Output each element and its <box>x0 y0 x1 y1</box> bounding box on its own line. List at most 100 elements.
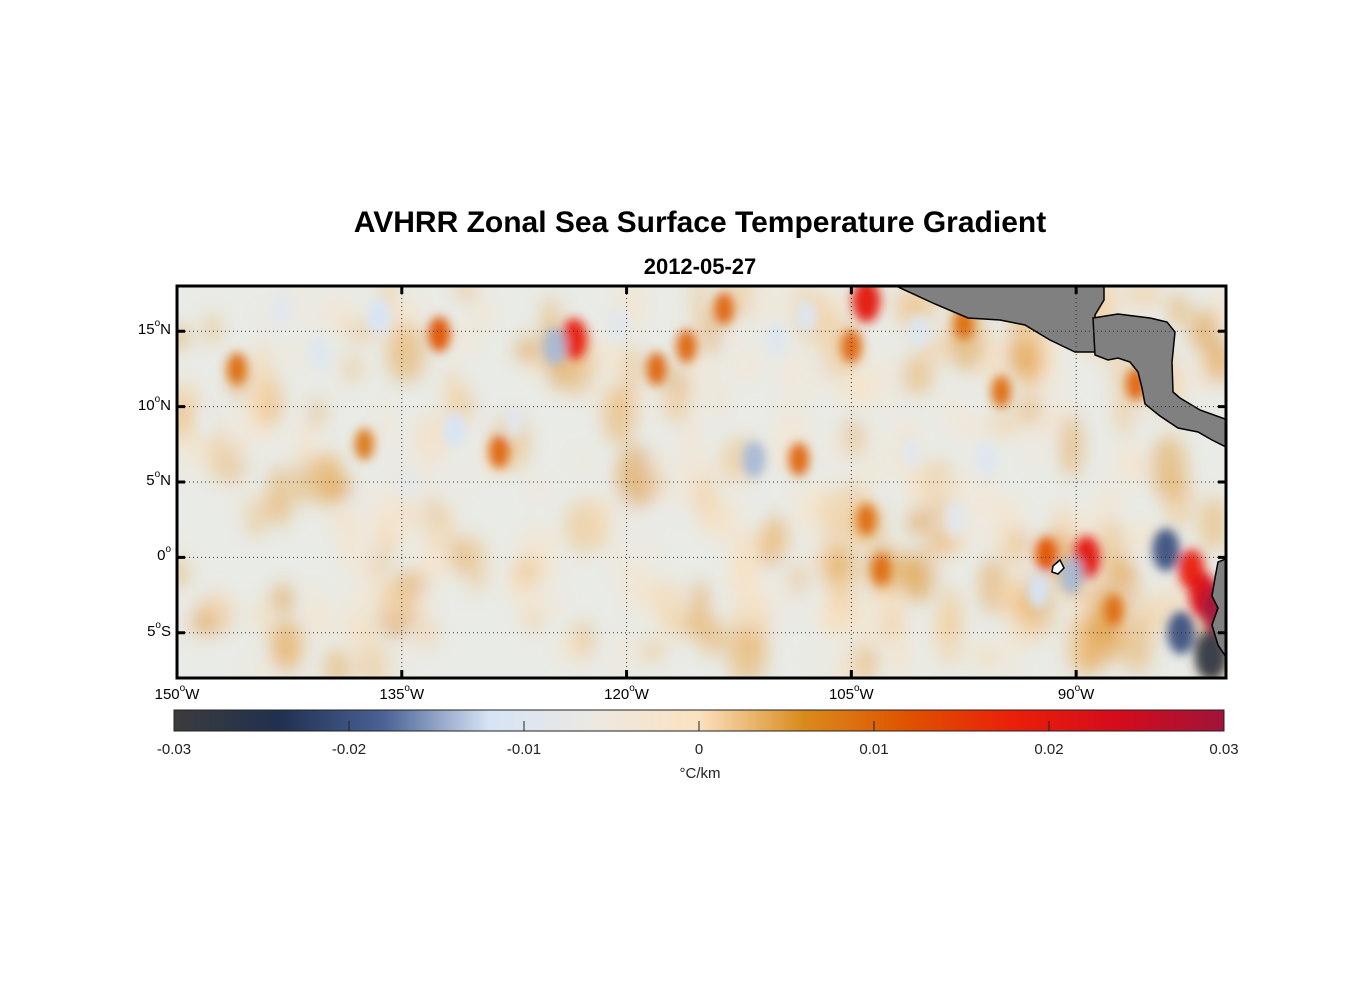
noise-blob <box>249 342 275 397</box>
noise-blob <box>189 612 216 635</box>
noise-blob <box>408 295 422 320</box>
noise-blob <box>249 387 272 422</box>
noise-blob <box>959 466 997 520</box>
noise-blob <box>271 584 294 614</box>
noise-blob <box>1150 435 1187 499</box>
noise-blob <box>820 489 841 549</box>
field-feature <box>443 411 466 447</box>
field-feature <box>609 307 630 340</box>
noise-blob <box>754 525 792 554</box>
noise-blob <box>626 344 640 393</box>
noise-blob <box>378 400 392 453</box>
noise-blob <box>429 522 446 575</box>
noise-blob <box>791 488 822 534</box>
field-feature <box>309 337 330 371</box>
field-feature <box>676 329 697 363</box>
noise-blob <box>256 302 270 348</box>
colorbar-tick-label: 0.01 <box>859 741 889 758</box>
noise-blob <box>834 375 875 406</box>
noise-blob <box>353 479 386 537</box>
noise-blob <box>177 559 189 588</box>
noise-blob <box>345 321 376 343</box>
noise-blob <box>938 584 962 639</box>
field-feature <box>871 553 892 586</box>
colorbar-tick-label: 0.02 <box>1034 741 1064 758</box>
noise-blob <box>284 286 313 323</box>
colorbar-tick-label: -0.02 <box>331 741 367 758</box>
noise-blob <box>469 295 493 335</box>
field-feature <box>368 298 391 334</box>
noise-blob <box>177 398 195 441</box>
noise-blob <box>1052 499 1077 538</box>
frame-ticks <box>175 286 1226 678</box>
noise-blob <box>825 441 843 467</box>
noise-blob <box>739 592 764 614</box>
field-feature <box>742 440 766 478</box>
noise-blob <box>353 643 391 678</box>
noise-blob <box>999 572 1018 618</box>
noise-blob <box>988 410 1018 438</box>
noise-blob <box>828 649 864 678</box>
noise-blob <box>528 477 549 501</box>
central-america-isthmus <box>1092 313 1226 448</box>
map-subtitle: 2012-05-27 <box>643 254 757 279</box>
noise-blob <box>375 580 409 619</box>
noise-blob <box>208 589 233 626</box>
noise-blob <box>1189 307 1219 353</box>
noise-blob <box>515 337 542 364</box>
noise-blob <box>692 286 708 330</box>
field-feature <box>428 316 451 352</box>
noise-blob <box>311 398 324 428</box>
noise-blob <box>938 389 966 430</box>
field-feature <box>488 435 510 469</box>
field-feature <box>908 314 930 348</box>
field-feature <box>796 299 817 333</box>
noise-blob <box>312 305 328 330</box>
field-feature <box>856 503 877 536</box>
noise-blob <box>444 470 473 496</box>
map-title: AVHRR Zonal Sea Surface Temperature Grad… <box>353 206 1047 239</box>
noise-blob <box>630 531 660 570</box>
noise-blob <box>1025 450 1042 472</box>
noise-blob <box>1168 303 1186 326</box>
lat-label: 5oN <box>146 469 171 489</box>
noise-blob <box>287 342 306 365</box>
noise-blob <box>973 642 999 671</box>
noise-blob <box>456 286 476 302</box>
noise-blob <box>646 440 686 480</box>
noise-blob <box>1137 593 1175 632</box>
noise-blob <box>752 286 786 332</box>
field-feature <box>271 292 292 325</box>
field-feature <box>713 291 735 326</box>
noise-blob <box>342 587 374 649</box>
lon-label: 90oW <box>1057 683 1095 703</box>
noise-blob <box>697 618 729 656</box>
colorbar-tick-label: 0.03 <box>1209 741 1239 758</box>
lat-label: 10oN <box>137 393 171 414</box>
noise-blob <box>465 536 487 595</box>
noise-blob <box>273 618 300 675</box>
lat-label: 5oS <box>147 619 171 640</box>
noise-blob <box>608 625 639 678</box>
noise-blob <box>608 541 629 581</box>
noise-blob <box>701 497 732 540</box>
noise-blob <box>516 555 541 585</box>
noise-blob <box>1114 442 1148 485</box>
noise-blob <box>527 610 541 633</box>
noise-blob <box>386 323 426 383</box>
land-layer <box>895 286 1226 659</box>
field-feature <box>766 322 787 356</box>
noise-blob <box>803 643 821 670</box>
noise-blob <box>909 461 930 511</box>
noise-blob <box>589 495 613 541</box>
field-feature <box>1152 528 1180 572</box>
noise-blob <box>1060 414 1083 478</box>
noise-blob <box>656 386 692 419</box>
noise-blob <box>268 465 292 528</box>
noise-blob <box>638 638 666 662</box>
noise-blob <box>1125 286 1163 309</box>
noise-blob <box>592 336 611 369</box>
lon-label: 120oW <box>604 683 649 703</box>
